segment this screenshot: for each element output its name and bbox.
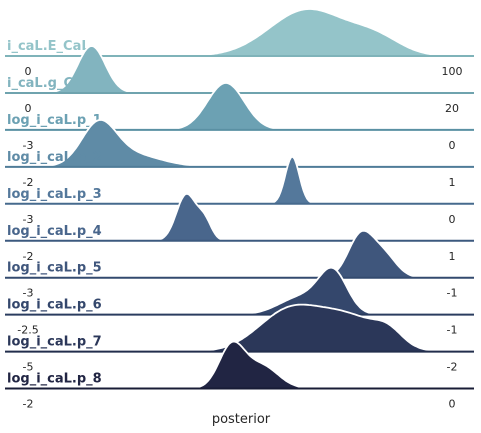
x-tick-label-left: -2 — [23, 250, 34, 263]
ridge-row-6: log_i_caL.p_4 -2 1 — [5, 192, 474, 263]
row-label: log_i_caL.p_3 — [7, 187, 102, 202]
density-area — [5, 119, 474, 167]
density-area — [5, 46, 474, 93]
row-label: log_i_caL.p_2 — [7, 150, 102, 165]
x-axis-label: posterior — [212, 412, 271, 427]
row-label: i_caL.g_CaL — [7, 76, 90, 91]
x-tick-label-right: 100 — [442, 65, 463, 78]
x-tick-label-right: 1 — [449, 176, 456, 189]
x-tick-label-left: -3 — [23, 287, 34, 300]
density-area — [5, 230, 474, 278]
x-tick-label-left: 0 — [25, 102, 32, 115]
row-label: log_i_caL.p_7 — [7, 335, 102, 350]
x-tick-label-left: -2.5 — [17, 324, 38, 337]
ridge-row-8: log_i_caL.p_6 -2.5 -1 — [5, 266, 474, 337]
x-tick-label-right: 1 — [449, 250, 456, 263]
x-tick-label-left: -2 — [23, 176, 34, 189]
x-tick-label-left: -3 — [23, 213, 34, 226]
ridge-row-5: log_i_caL.p_3 -3 0 — [5, 155, 474, 226]
density-area — [5, 304, 474, 352]
x-tick-label-right: -1 — [447, 324, 458, 337]
x-tick-label-right: -1 — [447, 287, 458, 300]
x-tick-label-left: -2 — [23, 398, 34, 411]
row-label: log_i_caL.p_6 — [7, 298, 102, 313]
x-tick-label-right: 0 — [449, 398, 456, 411]
x-tick-label-left: 0 — [25, 65, 32, 78]
x-tick-label-right: 20 — [445, 102, 459, 115]
density-area — [5, 341, 474, 389]
ridge-row-7: log_i_caL.p_5 -3 -1 — [5, 229, 474, 300]
ridge-row-1: i_caL.E_CaL 0 100 — [5, 8, 474, 78]
x-tick-label-right: 0 — [449, 139, 456, 152]
x-tick-label-left: -5 — [23, 361, 34, 374]
x-tick-label-left: -3 — [23, 139, 34, 152]
row-label: log_i_caL.p_5 — [7, 261, 102, 276]
density-area — [5, 9, 474, 56]
x-tick-label-right: -2 — [447, 361, 458, 374]
row-label: i_caL.E_CaL — [7, 39, 90, 54]
x-tick-label-right: 0 — [449, 213, 456, 226]
row-label: log_i_caL.p_1 — [7, 113, 102, 128]
density-area — [5, 82, 474, 130]
ridge-row-10: log_i_caL.p_8 -2 0 — [5, 340, 474, 411]
row-label: log_i_caL.p_8 — [7, 372, 102, 387]
ridge-row-4: log_i_caL.p_2 -2 1 — [5, 118, 474, 189]
row-label: log_i_caL.p_4 — [7, 224, 102, 239]
